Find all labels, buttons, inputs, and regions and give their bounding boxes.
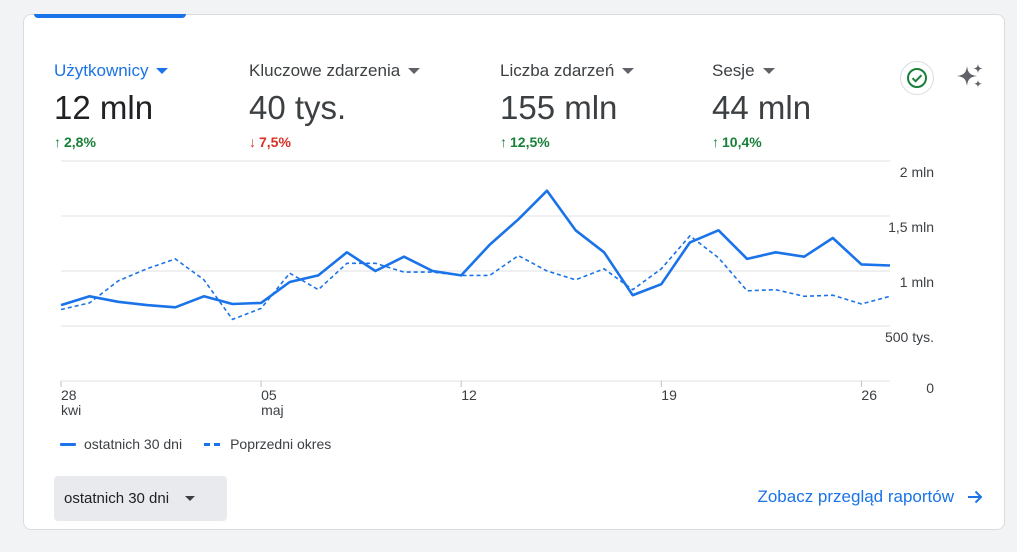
sparkle-icon[interactable] [953, 60, 987, 94]
metric-users-label[interactable]: Użytkownicy [54, 60, 169, 82]
metric-key-events-label[interactable]: Kluczowe zdarzenia [249, 60, 421, 82]
period-select[interactable]: ostatnich 30 dni [54, 476, 227, 521]
metric-sessions-label[interactable]: Sesje [712, 60, 811, 82]
y-tick-label: 1,5 mln [888, 219, 934, 235]
x-tick-label: 28 [61, 387, 77, 403]
check-circle-icon[interactable] [900, 61, 934, 95]
chart-y-axis: 2 mln 1,5 mln 1 mln 500 tys. 0 [885, 164, 934, 396]
metric-event-count-label[interactable]: Liczba zdarzeń [500, 60, 635, 82]
check-circle-icon-svg [907, 68, 927, 88]
legend-item-previous: Poprzedni okres [204, 436, 331, 452]
y-tick-label: 2 mln [900, 164, 934, 180]
active-tab-indicator [34, 14, 186, 18]
summary-card [23, 14, 1005, 530]
view-reports-link[interactable]: Zobacz przegląd raportów [757, 487, 984, 507]
arrow-up-icon: ↑ [712, 134, 719, 150]
metric-users-value: 12 mln [54, 89, 154, 126]
series-line-previous [60, 235, 891, 321]
series-line-current [60, 189, 891, 309]
arrow-down-icon: ↓ [249, 134, 256, 150]
chart-grid [61, 160, 890, 382]
sparkle-icon-svg [957, 64, 983, 88]
y-tick-label: 0 [926, 380, 934, 396]
chevron-down-icon [622, 68, 635, 74]
x-tick-sublabel: maj [261, 402, 284, 418]
metric-key-events-delta: ↓ 7,5% [249, 134, 291, 150]
arrow-up-icon: ↑ [54, 134, 61, 150]
legend-swatch-dashed [204, 442, 223, 446]
metric-event-count[interactable]: Liczba zdarzeń 155 mln ↑ 12,5% [500, 60, 635, 150]
metric-sessions-value: 44 mln [712, 89, 812, 126]
metric-event-count-value: 155 mln [500, 89, 618, 126]
y-tick-label: 1 mln [900, 274, 934, 290]
metric-event-count-delta: ↑ 12,5% [500, 134, 550, 150]
x-tick-label: 19 [661, 387, 677, 403]
metric-users-delta: ↑ 2,8% [54, 134, 96, 150]
metric-key-events-value: 40 tys. [249, 89, 347, 126]
metric-users[interactable]: Użytkownicy 12 mln ↑ 2,8% [54, 60, 169, 150]
x-tick-sublabel: kwi [61, 402, 81, 418]
chart-legend: ostatnich 30 dni Poprzedni okres [60, 436, 331, 452]
arrow-up-icon: ↑ [500, 134, 507, 150]
chevron-down-icon [156, 68, 169, 74]
x-tick-label: 26 [861, 387, 877, 403]
legend-item-current: ostatnich 30 dni [60, 436, 182, 452]
period-select-value: ostatnich 30 dni [64, 490, 170, 507]
chevron-down-icon [762, 68, 775, 74]
chart-series [60, 189, 891, 321]
chevron-down-icon [185, 496, 196, 501]
x-tick-label: 12 [461, 387, 477, 403]
metric-sessions-delta: ↑ 10,4% [712, 134, 762, 150]
arrow-right-icon [968, 490, 983, 504]
metric-sessions[interactable]: Sesje 44 mln ↑ 10,4% [712, 60, 811, 150]
chevron-down-icon [408, 68, 421, 74]
y-tick-label: 500 tys. [885, 329, 934, 345]
x-tick-label: 05 [261, 387, 277, 403]
metric-key-events[interactable]: Kluczowe zdarzenia 40 tys. ↓ 7,5% [249, 60, 421, 150]
legend-swatch-solid [60, 442, 76, 446]
